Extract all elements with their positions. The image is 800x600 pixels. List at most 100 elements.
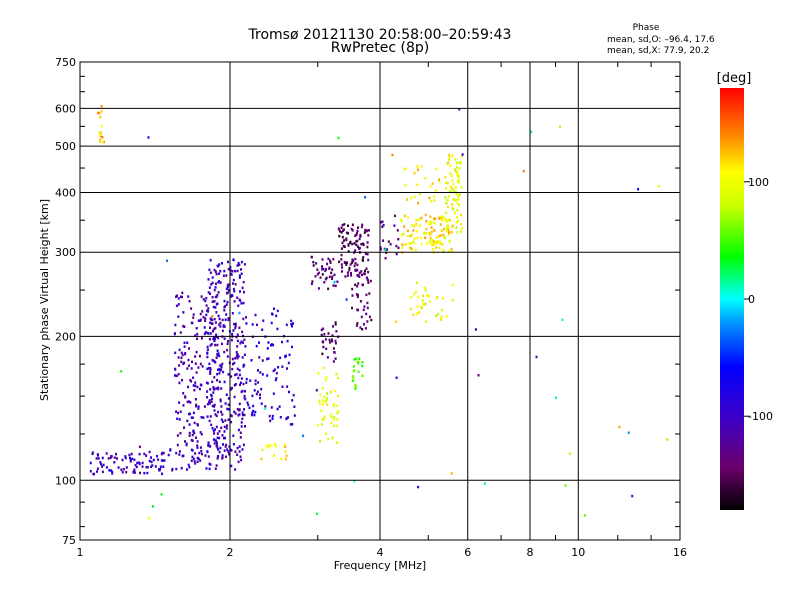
data-point [415, 223, 418, 226]
data-point [446, 228, 448, 231]
data-point [204, 319, 207, 322]
data-point [354, 387, 357, 390]
data-point [177, 303, 180, 306]
data-point [188, 431, 191, 435]
data-point [439, 242, 442, 246]
data-point [215, 444, 218, 448]
colorbar-ticks: 100 0 -100 [744, 176, 773, 423]
data-point [450, 186, 453, 190]
data-point [460, 186, 463, 189]
data-point [421, 302, 424, 306]
data-point [450, 247, 453, 251]
data-point [206, 309, 209, 313]
data-point [210, 343, 213, 346]
data-point [271, 414, 274, 418]
data-point [227, 340, 229, 343]
data-point [200, 416, 203, 419]
data-point [188, 400, 190, 403]
data-point [409, 247, 412, 250]
data-point [117, 466, 120, 469]
data-point [194, 334, 197, 337]
data-point [423, 232, 426, 235]
data-point [174, 323, 177, 327]
data-point [353, 369, 356, 372]
data-point [431, 239, 434, 242]
data-point [396, 229, 399, 232]
data-point [204, 299, 207, 303]
data-point [328, 267, 331, 270]
data-point [360, 315, 363, 319]
data-point [389, 243, 392, 246]
data-point [190, 367, 193, 370]
data-point [251, 411, 254, 415]
data-point [97, 457, 100, 460]
data-point [206, 450, 209, 453]
data-point [447, 233, 450, 236]
data-point [281, 365, 284, 368]
data-point [445, 315, 448, 318]
data-point [331, 339, 334, 343]
data-point [356, 360, 359, 363]
data-point [326, 397, 329, 400]
data-point [175, 295, 177, 298]
data-point [283, 443, 286, 446]
data-point [324, 400, 327, 403]
data-point [349, 263, 352, 266]
data-point [223, 350, 226, 354]
data-point [200, 295, 203, 298]
data-point [367, 234, 370, 237]
data-point [215, 295, 218, 299]
data-point [194, 355, 197, 358]
data-point [194, 398, 197, 401]
data-point [240, 425, 243, 428]
data-point [213, 403, 216, 407]
x-tick-label: 6 [464, 546, 471, 559]
data-point [238, 373, 241, 377]
data-point [321, 268, 324, 271]
data-point [435, 236, 438, 239]
data-point [237, 355, 240, 358]
data-point [411, 240, 414, 243]
data-point [356, 295, 359, 299]
data-point [334, 323, 337, 326]
data-point [93, 472, 96, 476]
data-point [322, 366, 325, 370]
data-point [329, 261, 332, 264]
data-point [334, 339, 337, 343]
data-point [326, 356, 329, 359]
data-point [192, 376, 195, 379]
data-point [261, 328, 264, 331]
data-point [410, 307, 412, 311]
data-point [180, 351, 183, 355]
data-point [209, 258, 212, 262]
data-point [440, 234, 443, 237]
data-point [411, 248, 414, 251]
data-point [214, 361, 217, 364]
data-point [183, 325, 186, 328]
data-point [365, 267, 368, 270]
data-point [260, 387, 263, 391]
data-point [353, 264, 356, 268]
data-point [213, 388, 216, 391]
data-point [433, 195, 436, 198]
data-point [234, 450, 237, 453]
data-point [357, 282, 360, 285]
data-point [342, 244, 345, 248]
data-point [200, 337, 203, 340]
data-point [216, 446, 219, 449]
data-point [217, 386, 220, 389]
data-point [136, 461, 139, 465]
data-point [412, 229, 415, 232]
data-point [420, 165, 423, 168]
data-point [329, 341, 331, 344]
data-point [332, 258, 335, 261]
colorbar-tick-label: 100 [748, 176, 769, 189]
data-point [361, 223, 364, 227]
data-point [187, 358, 190, 362]
data-point [310, 255, 313, 259]
data-point [150, 465, 153, 468]
data-point [345, 237, 348, 240]
data-point [447, 161, 450, 165]
data-point [220, 387, 223, 390]
data-point [291, 325, 293, 328]
